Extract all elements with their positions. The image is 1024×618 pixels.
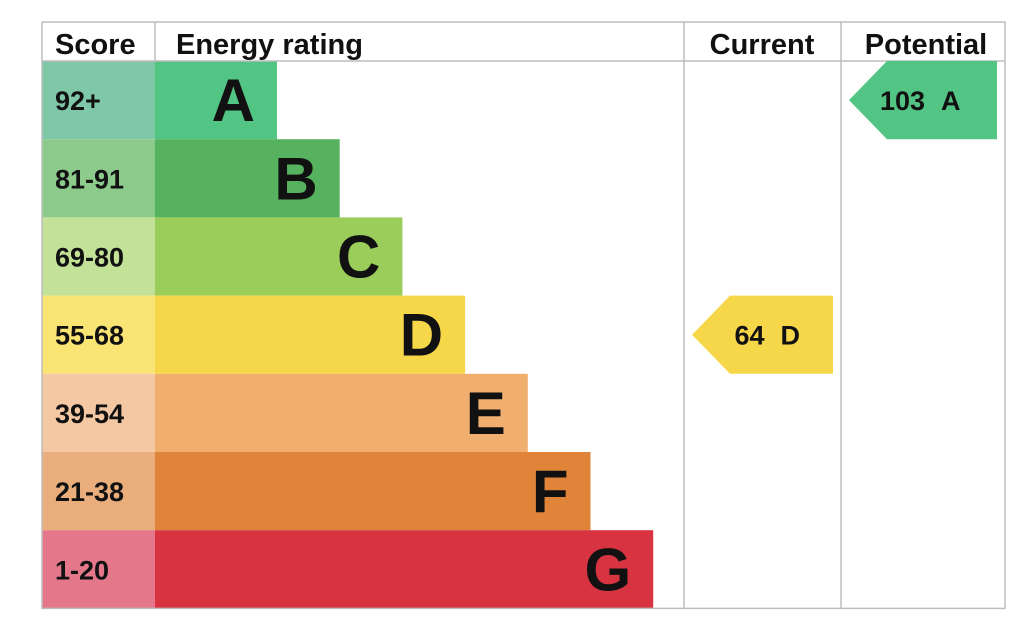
current-header: Current	[710, 29, 815, 61]
score-range-e: 39-54	[55, 399, 124, 429]
rating-bar-f	[155, 452, 591, 531]
score-cell-d	[42, 295, 155, 374]
rating-bar-c	[155, 217, 403, 296]
rating-bar-d	[155, 295, 466, 374]
rating-bands: 92+ A 81-91 B 69-80 C 55-68 D 39-54 E 21-38 F 1-20 G	[42, 61, 654, 609]
score-cell-a	[42, 61, 155, 140]
score-range-c: 69-80	[55, 243, 124, 273]
score-header: Score	[55, 29, 136, 61]
score-cell-b	[42, 139, 155, 218]
rating-letter-a: A	[212, 67, 255, 134]
score-range-d: 55-68	[55, 321, 124, 351]
rating-bar-g	[155, 530, 654, 609]
table-grid	[41, 21, 1006, 610]
rating-pointers: 64 D 103 A	[692, 61, 997, 374]
score-cell-f	[42, 452, 155, 531]
current-rating-value: 64	[734, 321, 764, 351]
rating-bar-b	[155, 139, 340, 218]
rating-letter-b: B	[274, 145, 317, 212]
rating-letter-e: E	[466, 380, 506, 447]
score-range-g: 1-20	[55, 555, 109, 585]
potential-rating-arrow	[849, 61, 997, 140]
potential-header: Potential	[865, 29, 987, 61]
potential-rating-value: 103	[880, 86, 925, 116]
score-range-f: 21-38	[55, 477, 124, 507]
potential-rating-letter: A	[941, 86, 961, 116]
rating-letter-d: D	[400, 302, 443, 369]
rating-letter-g: G	[585, 536, 632, 603]
energy-rating-header: Energy rating	[176, 29, 363, 61]
score-range-a: 92+	[55, 86, 101, 116]
current-rating-arrow	[692, 295, 833, 374]
rating-letter-f: F	[532, 458, 569, 525]
rating-bar-a	[155, 61, 277, 140]
rating-bar-e	[155, 373, 528, 452]
rating-letter-c: C	[337, 224, 380, 291]
score-cell-e	[42, 373, 155, 452]
score-cell-c	[42, 217, 155, 296]
score-cell-g	[42, 530, 155, 609]
score-range-b: 81-91	[55, 164, 124, 194]
current-rating-letter: D	[781, 321, 801, 351]
table-border	[41, 21, 1006, 610]
